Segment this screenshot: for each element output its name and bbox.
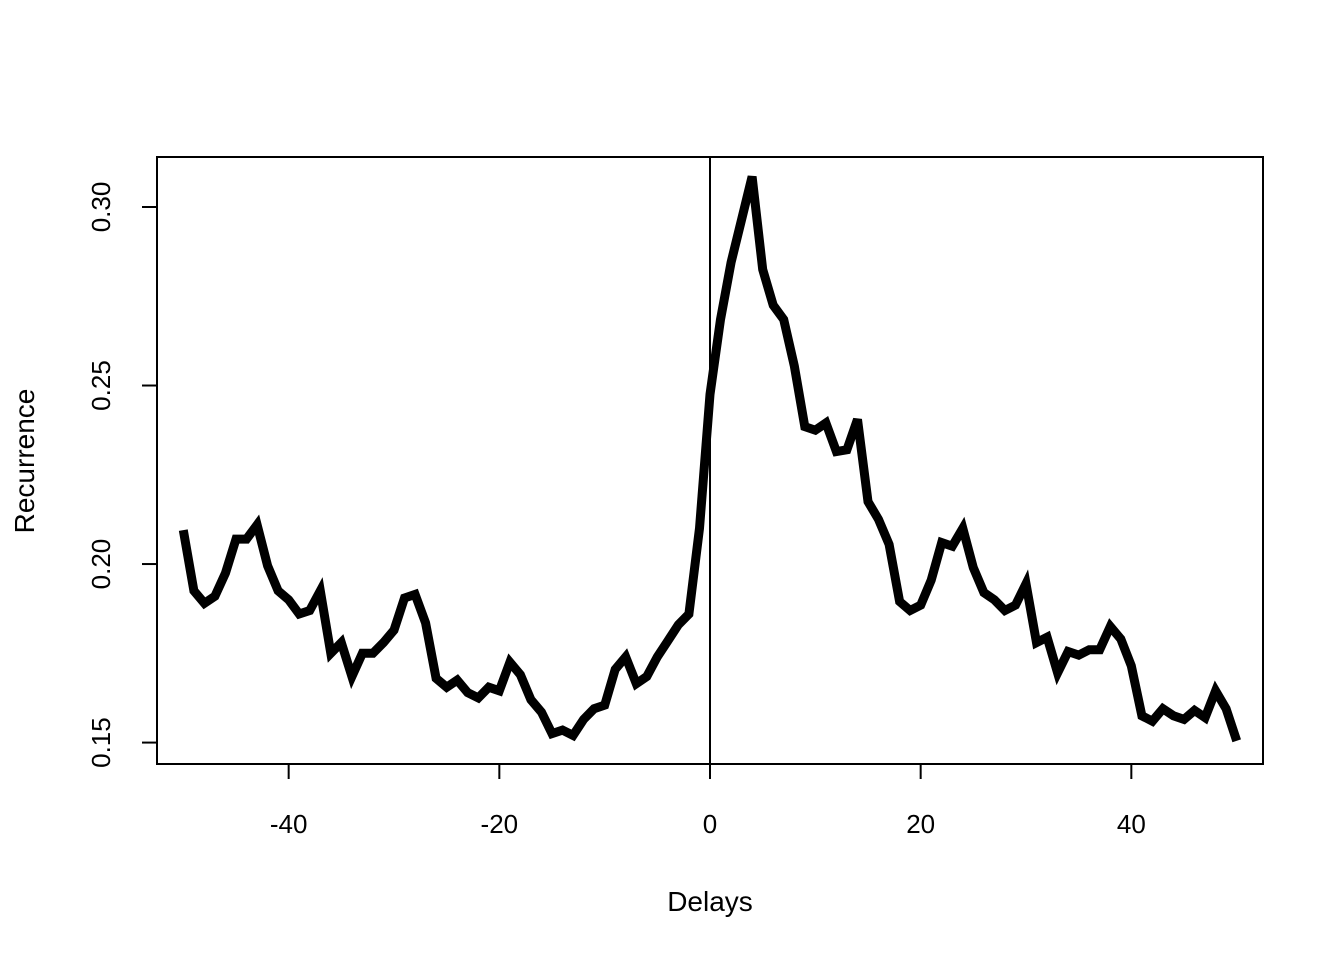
x-tick-label: -40 xyxy=(270,809,308,839)
x-tick-label: 20 xyxy=(906,809,935,839)
y-tick-label: 0.15 xyxy=(86,717,116,768)
y-tick-label: 0.25 xyxy=(86,360,116,411)
y-tick-label: 0.30 xyxy=(86,182,116,233)
y-tick-label: 0.20 xyxy=(86,539,116,590)
x-tick-label: 40 xyxy=(1117,809,1146,839)
x-tick-label: 0 xyxy=(703,809,717,839)
x-tick-label: -20 xyxy=(481,809,519,839)
x-axis-title: Delays xyxy=(667,886,753,917)
y-axis-title: Recurrence xyxy=(9,389,40,534)
series-line xyxy=(178,175,1241,743)
